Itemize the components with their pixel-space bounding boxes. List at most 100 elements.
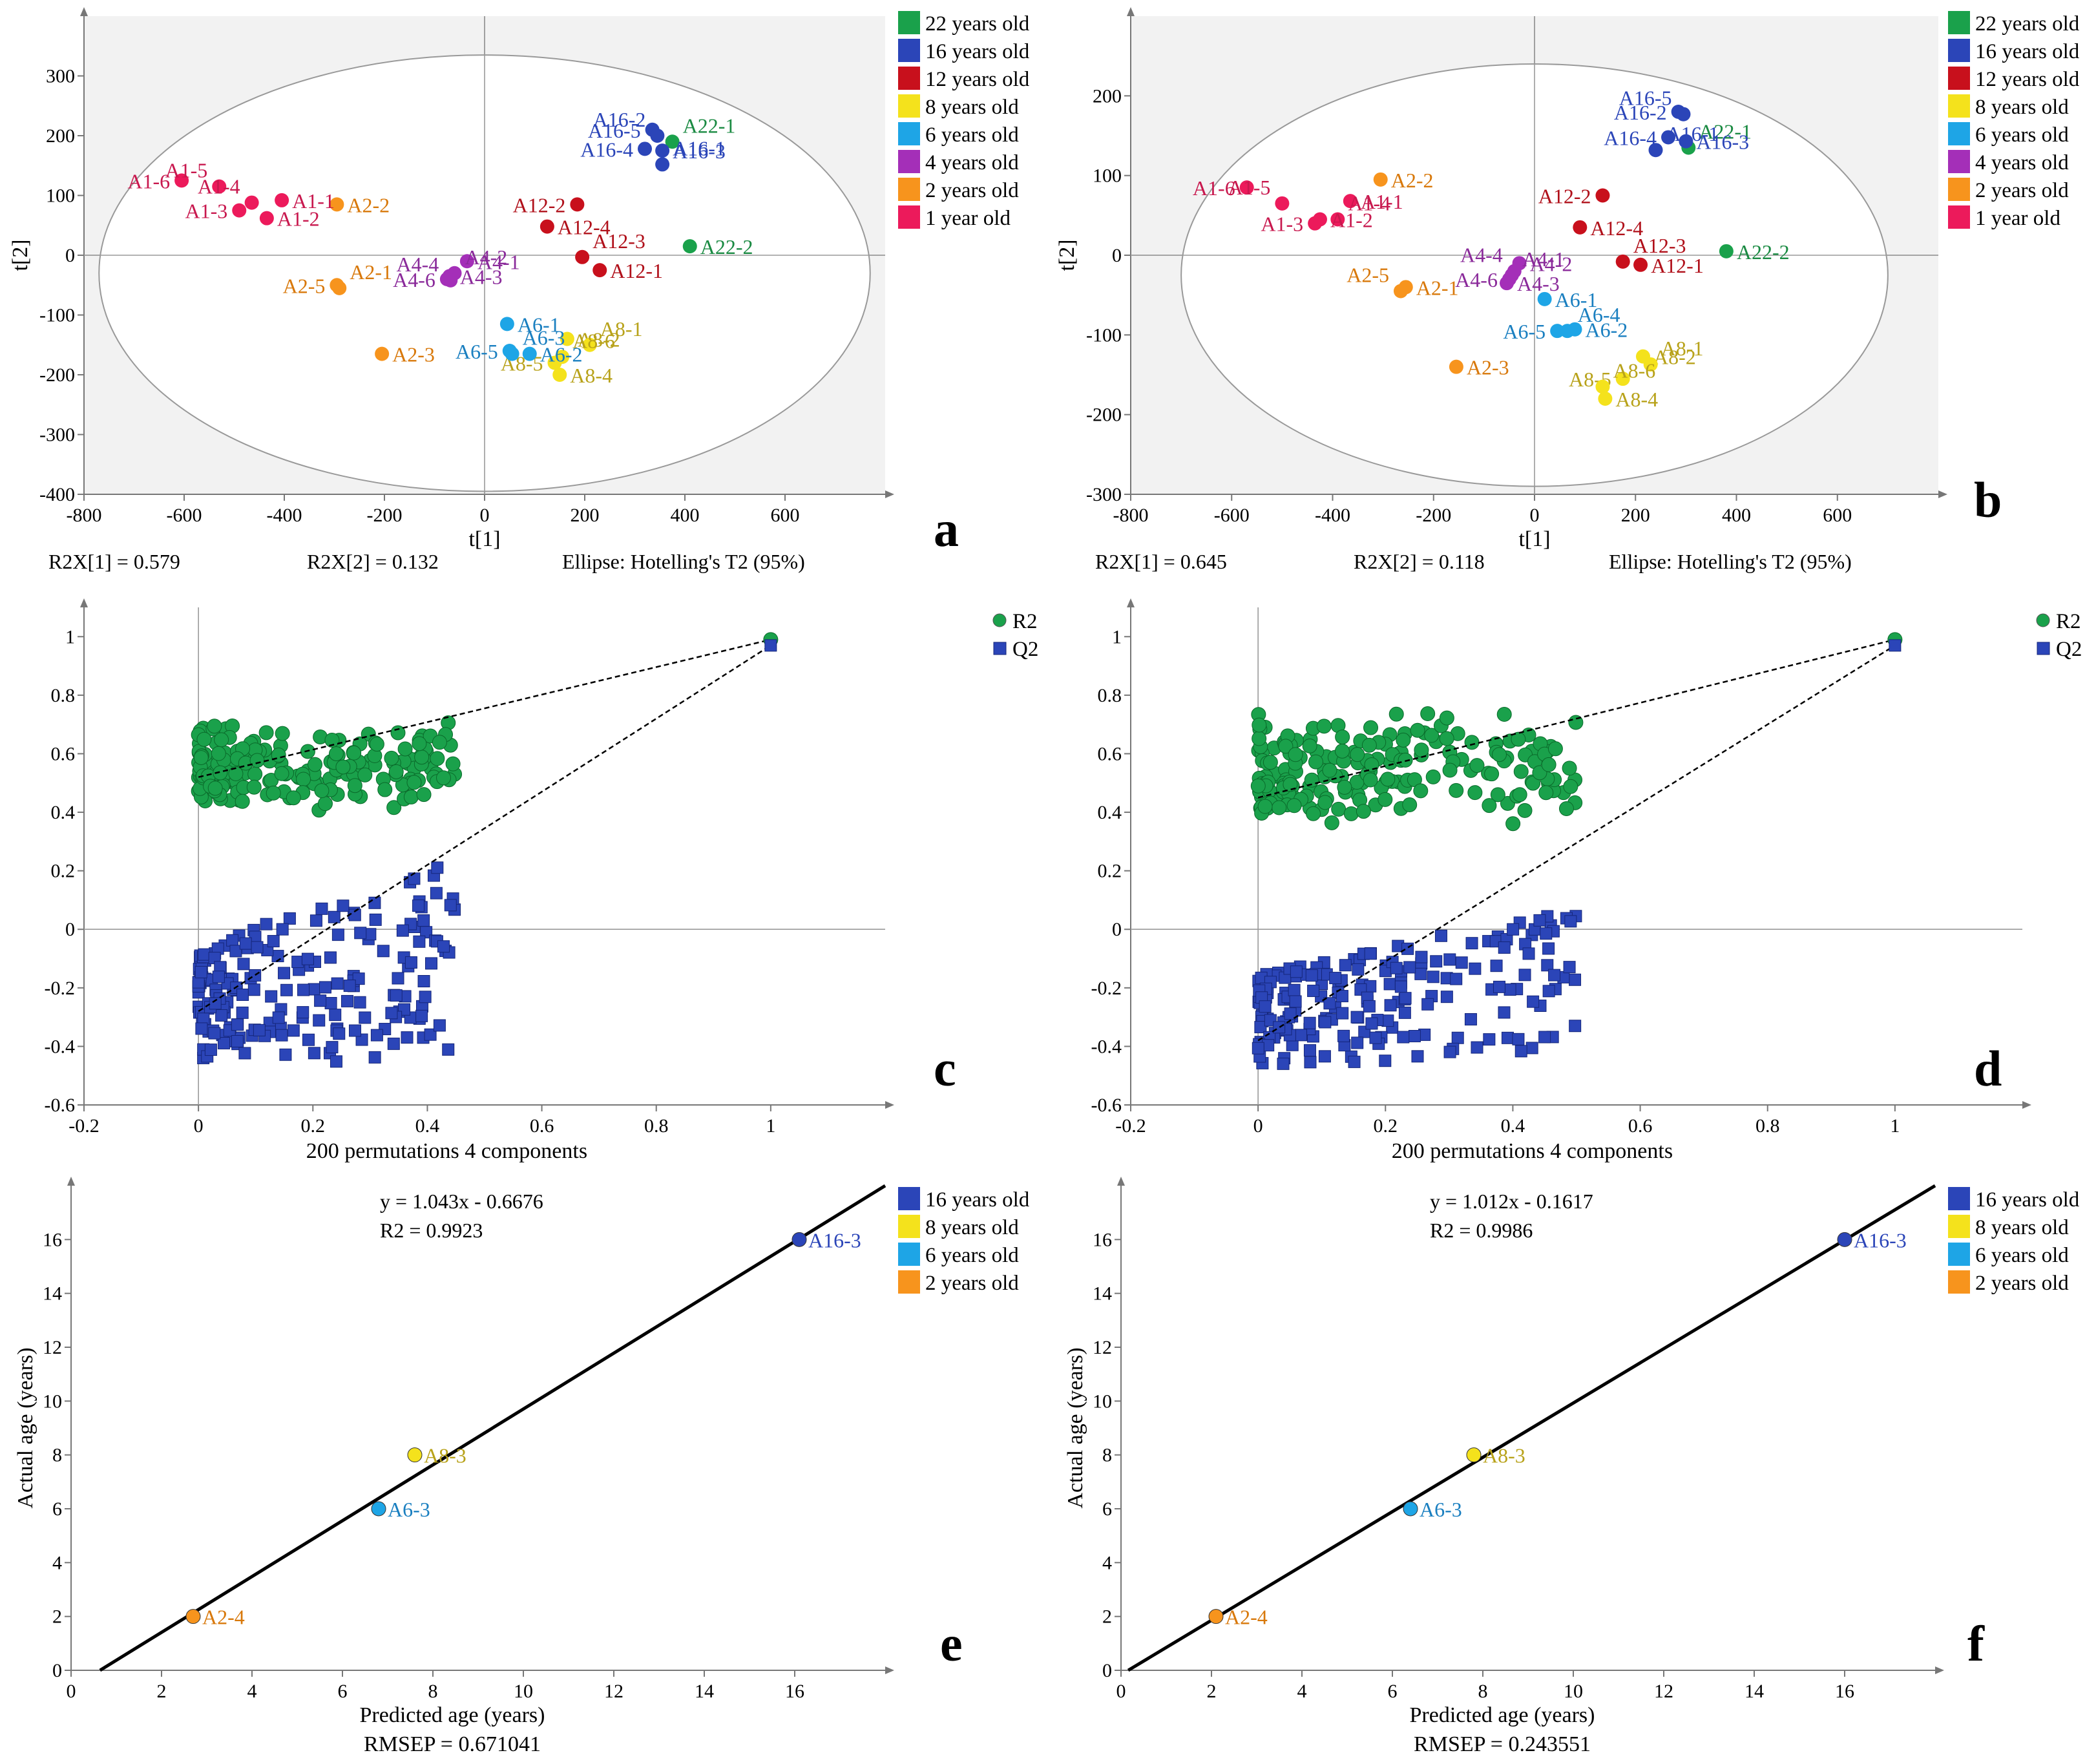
q2-permutation-point (417, 914, 430, 927)
point-label: A4-3 (1517, 272, 1560, 295)
r2-permutation-point (347, 778, 362, 793)
r2-permutation-point (335, 759, 351, 775)
legend-swatch (898, 39, 920, 62)
y-tick-label: -0.6 (45, 1095, 76, 1116)
score-point (570, 197, 585, 212)
r2-permutation-point (1322, 762, 1337, 778)
point-label: A4-6 (393, 268, 435, 291)
q2-permutation-point (287, 1024, 300, 1037)
point-label: A4-2 (1530, 252, 1573, 275)
q2-permutation-point (1471, 1041, 1483, 1054)
x-tick-label: 6 (1388, 1681, 1398, 1702)
y-tick-label: 0 (1112, 919, 1122, 940)
q2-permutation-point (309, 914, 322, 927)
prediction-point (1837, 1232, 1852, 1247)
score-point (1275, 196, 1290, 211)
legend-swatch (1948, 1270, 1970, 1294)
y-tick-label: 4 (1102, 1552, 1112, 1573)
q2-permutation-point (1318, 1050, 1331, 1063)
point-label: A12-4 (558, 216, 611, 239)
y-tick-label: -300 (1086, 484, 1122, 505)
point-label: A2-2 (1391, 169, 1434, 192)
x-tick-label: 14 (695, 1681, 714, 1702)
q2-permutation-point (424, 1028, 437, 1041)
q2-permutation-point (1427, 971, 1440, 983)
q2-permutation-point (1339, 959, 1352, 972)
r2-permutation-point (193, 750, 209, 765)
x-tick-label: 0.8 (644, 1115, 669, 1137)
q2-permutation-point (385, 1007, 398, 1020)
point-label: A12-4 (1590, 216, 1643, 240)
q2-permutation-point (1518, 969, 1531, 982)
q2-permutation-point (247, 983, 260, 996)
r2-permutation-point (1541, 757, 1556, 772)
q2-permutation-point (1498, 1006, 1511, 1019)
r2-permutation-point (1517, 803, 1533, 818)
r2-permutation-point (1402, 797, 1418, 813)
point-label: A1-6 (127, 169, 170, 193)
y-tick-label: 16 (1093, 1229, 1112, 1250)
legend-swatch (992, 613, 1007, 627)
r2-permutation-point (1286, 798, 1302, 814)
q2-permutation-point (1273, 1021, 1286, 1034)
point-label: A6-1 (518, 313, 560, 336)
score-point (655, 143, 670, 158)
y-tick-label: 0.8 (1098, 685, 1122, 706)
q2-permutation-point (1259, 1000, 1272, 1013)
q2-permutation-point (430, 887, 443, 899)
point-label: A1-2 (1330, 209, 1373, 232)
q2-permutation-point (260, 918, 273, 930)
r2-permutation-point (1424, 728, 1440, 743)
legend-label: 4 years old (925, 151, 1019, 174)
r2-permutation-point (403, 789, 419, 804)
r2-permutation-point (1361, 737, 1377, 753)
legend-swatch (2036, 613, 2050, 627)
r2-permutation-point (1317, 795, 1333, 810)
r2-permutation-point (1490, 787, 1505, 803)
q2-permutation-point (236, 1006, 249, 1019)
point-label: A1-2 (277, 207, 320, 231)
point-label: A2-5 (283, 274, 326, 297)
q2-permutation-point (1522, 947, 1535, 960)
x-axis-title: Predicted age (years) (360, 1703, 545, 1727)
y-tick-label: 1 (1112, 626, 1122, 647)
y-tick-label: 8 (1102, 1445, 1112, 1466)
y-tick-label: 100 (1093, 165, 1122, 187)
x-tick-label: 0.4 (1501, 1115, 1525, 1137)
y-axis-arrow (1117, 1177, 1125, 1186)
legend-label: 8 years old (1975, 96, 2069, 119)
regression-line (1127, 1184, 1936, 1672)
r2-permutation-point (1512, 787, 1527, 803)
prediction-point (185, 1609, 201, 1624)
q2-permutation-point (370, 1029, 383, 1042)
y-tick-label: 6 (1102, 1498, 1112, 1520)
score-point (502, 344, 517, 358)
point-label: A1-6 (1193, 176, 1235, 200)
x-tick-label: 200 (571, 505, 600, 526)
point-label: A1-4 (1348, 192, 1390, 215)
r2-permutation-point (1439, 710, 1454, 726)
score-point (522, 346, 537, 361)
legend-swatch (898, 1187, 920, 1210)
score-point (375, 346, 390, 361)
x-axis-arrow (885, 1101, 894, 1109)
point-label: A1-4 (198, 175, 240, 198)
q2-permutation-point (1384, 999, 1397, 1012)
ellipse-stat: Ellipse: Hotelling's T2 (95%) (1609, 550, 1852, 573)
q2-permutation-point (1483, 1033, 1496, 1046)
q2-permutation-point (1397, 1031, 1410, 1044)
q2-permutation-point (412, 899, 425, 912)
q2-permutation-point (408, 872, 421, 885)
y-tick-label: 200 (1093, 85, 1122, 107)
x-tick-label: 0 (67, 1681, 76, 1702)
q2-permutation-point (301, 952, 314, 965)
r2x2-stat: R2X[2] = 0.132 (307, 550, 439, 573)
x-tick-label: 0.2 (301, 1115, 326, 1137)
legend-swatch (1948, 1187, 1970, 1210)
point-label: A16-2 (593, 108, 646, 131)
point-label: A16-1 (673, 136, 726, 160)
score-point (552, 368, 567, 382)
point-label: A2-3 (392, 343, 435, 366)
q2-permutation-point (236, 988, 249, 1001)
q2-permutation-point (328, 910, 341, 923)
